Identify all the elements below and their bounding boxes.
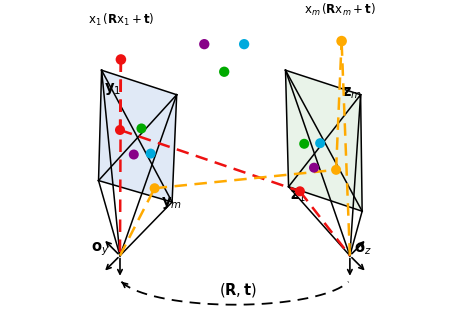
Point — [317, 141, 324, 146]
Text: $\mathrm{x}_1\,(\mathbf{R}\mathrm{x}_1 + \mathbf{t})$: $\mathrm{x}_1\,(\mathbf{R}\mathrm{x}_1 +… — [88, 11, 154, 28]
Point — [296, 189, 304, 194]
Text: $\mathbf{o}_z$: $\mathbf{o}_z$ — [354, 242, 372, 257]
Polygon shape — [286, 70, 362, 211]
Point — [200, 42, 208, 46]
Polygon shape — [99, 70, 177, 202]
Point — [310, 165, 318, 170]
Text: $\mathbf{z}_m$: $\mathbf{z}_m$ — [342, 85, 362, 101]
Text: $\mathbf{y}_m$: $\mathbf{y}_m$ — [161, 195, 182, 210]
Point — [116, 127, 124, 132]
Point — [300, 141, 308, 146]
Point — [117, 57, 125, 62]
Point — [147, 151, 154, 156]
Point — [240, 42, 248, 46]
Point — [130, 152, 138, 157]
Text: $\mathbf{y}_1$: $\mathbf{y}_1$ — [104, 81, 121, 97]
Point — [151, 186, 159, 191]
Point — [332, 167, 340, 172]
Point — [338, 39, 346, 44]
Text: $\mathbf{o}_y$: $\mathbf{o}_y$ — [91, 241, 110, 258]
Text: $\mathbf{z}_1$: $\mathbf{z}_1$ — [290, 189, 306, 204]
Text: $\mathrm{x}_m\,(\mathbf{R}\mathrm{x}_m + \mathbf{t})$: $\mathrm{x}_m\,(\mathbf{R}\mathrm{x}_m +… — [304, 2, 376, 19]
Point — [220, 69, 228, 74]
Text: $(\mathbf{R}, \mathbf{t})$: $(\mathbf{R}, \mathbf{t})$ — [219, 281, 257, 299]
Point — [138, 126, 145, 131]
